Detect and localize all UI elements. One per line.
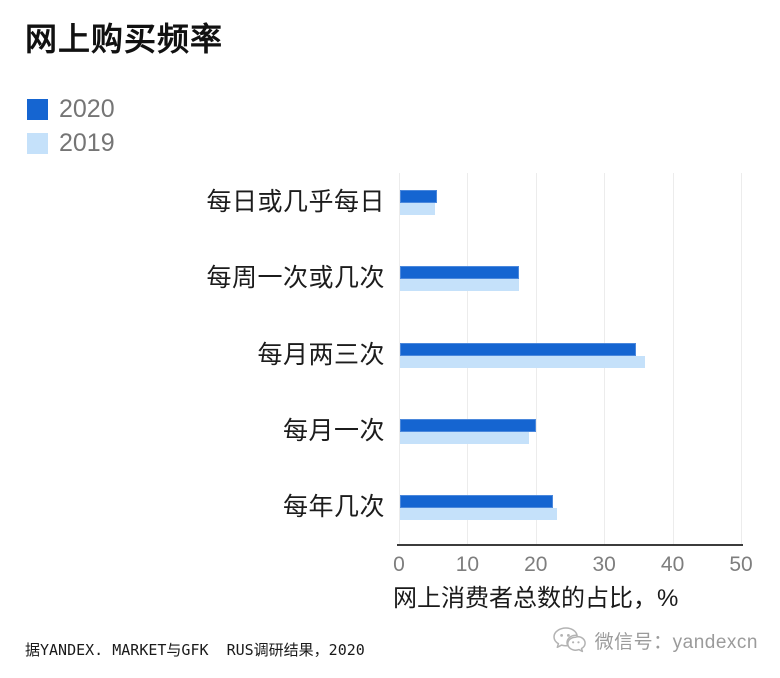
x-tick-label: 0 xyxy=(393,553,405,576)
bar-2020-4 xyxy=(400,495,554,509)
legend-label-2019: 2019 xyxy=(59,129,115,157)
x-tick-label: 50 xyxy=(729,553,753,576)
wechat-icon xyxy=(552,627,586,653)
wechat-watermark: 微信号：yandexcn xyxy=(552,626,758,654)
bar-2019-3 xyxy=(400,431,530,444)
x-tick-label: 40 xyxy=(660,553,685,576)
source-note: 据YANDEX. MARKET与GFK RUS调研结果，2020 xyxy=(25,641,365,659)
x-axis-line xyxy=(397,544,743,546)
x-axis-label: 网上消费者总数的占比，% xyxy=(393,585,679,612)
category-label: 每月一次 xyxy=(282,416,385,445)
legend-swatch-2020 xyxy=(27,99,48,120)
gridline xyxy=(672,173,674,544)
legend-label-2020: 2020 xyxy=(59,95,115,123)
bar-2019-4 xyxy=(400,508,557,521)
x-tick-label: 10 xyxy=(455,553,480,576)
chart-title: 网上购买频率 xyxy=(25,21,224,57)
x-tick-label: 30 xyxy=(592,553,616,576)
bar-2019-0 xyxy=(400,203,435,215)
legend-item-2019: 2019 xyxy=(27,129,115,157)
x-tick-label: 20 xyxy=(524,553,548,576)
legend-item-2020: 2020 xyxy=(27,95,115,123)
bar-2020-2 xyxy=(400,342,636,356)
wechat-id-label: 微信号：yandexcn xyxy=(594,631,758,653)
gridline xyxy=(741,173,742,544)
category-label: 每日或几乎每日 xyxy=(206,188,385,216)
bar-2020-1 xyxy=(400,266,520,280)
bar-chart: 网上消费者总数的占比，% 0 10 20 30 40 50 每日或几乎每日 每周一次或几次每月… xyxy=(0,173,780,643)
bar-2019-1 xyxy=(400,279,520,292)
bar-2019-2 xyxy=(400,355,645,368)
legend-swatch-2019 xyxy=(27,133,48,154)
category-label: 每周一次或几次 xyxy=(206,264,385,293)
gridline xyxy=(399,173,400,544)
bar-2020-0 xyxy=(400,190,437,203)
bar-2020-3 xyxy=(400,418,537,432)
legend: 2020 2019 xyxy=(27,95,115,167)
category-label: 每月两三次 xyxy=(257,340,385,369)
category-label: 每年几次 xyxy=(282,493,385,522)
